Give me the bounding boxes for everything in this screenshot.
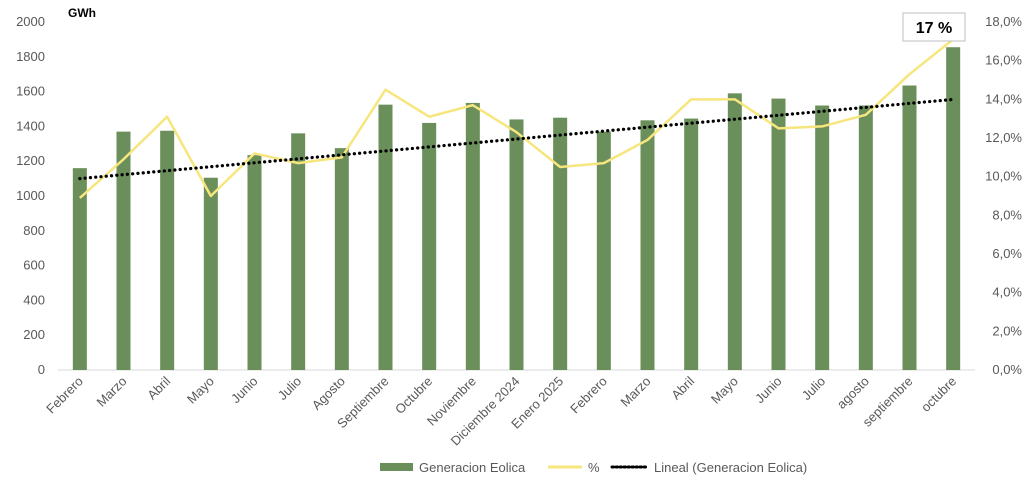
bar: [509, 119, 524, 370]
x-tick-label: Marzo: [93, 374, 129, 410]
x-tick-label: Abril: [668, 373, 697, 402]
bar: [378, 104, 393, 371]
y-left-tick-label: 600: [23, 258, 45, 273]
x-tick-label: Julio: [799, 374, 829, 404]
bar: [203, 177, 218, 370]
x-tick-label: Marzo: [617, 374, 653, 410]
bar: [247, 155, 262, 370]
legend-swatch-bar: [380, 463, 413, 471]
y-right-tick-label: 0,0%: [992, 362, 1022, 377]
bar: [684, 118, 699, 370]
plot-area: 0 200 400 600 800 1000 1200 1400 1600 1800 2000 0,0…: [16, 14, 1022, 449]
percent-series-line: [79, 38, 954, 199]
bar: [116, 131, 131, 370]
y-left-tick-label: 1600: [16, 84, 45, 99]
x-tick-label: Junio: [752, 374, 785, 407]
x-tick-label: Febrero: [567, 374, 610, 417]
x-tick-label: agosto: [834, 374, 872, 412]
x-tick-label: Octubre: [392, 374, 435, 417]
y-right-tick-label: 14,0%: [985, 91, 1022, 106]
bar: [72, 168, 87, 370]
x-tick-label: Agosto: [309, 374, 348, 413]
y-right-tick-label: 16,0%: [985, 53, 1022, 68]
bar: [815, 105, 830, 371]
y-right-tick-label: 18,0%: [985, 14, 1022, 29]
left-axis-unit: GWh: [68, 6, 96, 20]
x-tick-label: Mayo: [708, 374, 741, 407]
legend-label-trend: Lineal (Generacion Eolica): [654, 460, 807, 475]
y-right-tick-label: 12,0%: [985, 130, 1022, 145]
bar: [291, 133, 306, 370]
bar: [334, 148, 349, 370]
bar: [771, 98, 786, 370]
bar: [422, 122, 437, 370]
bar: [727, 93, 742, 370]
y-left-tick-label: 0: [38, 362, 45, 377]
bar: [902, 85, 917, 370]
bar: [553, 117, 568, 370]
x-tick-label: Junio: [228, 374, 261, 407]
x-tick-label: octubre: [918, 374, 959, 415]
bar: [858, 105, 873, 371]
y-right-tick-label: 8,0%: [992, 207, 1022, 222]
y-left-tick-label: 1000: [16, 188, 45, 203]
x-tick-label: Julio: [275, 374, 305, 404]
bar: [946, 47, 961, 370]
bar: [640, 120, 655, 370]
y-left-tick-label: 1400: [16, 118, 45, 133]
y-right-tick-label: 6,0%: [992, 246, 1022, 261]
y-left-tick-label: 400: [23, 292, 45, 307]
bar: [596, 131, 611, 370]
trendline: [78, 97, 955, 181]
y-left-tick-label: 1800: [16, 49, 45, 64]
y-left-tick-label: 1200: [16, 153, 45, 168]
legend: Generacion Eolica % Lineal (Generacion E…: [380, 460, 807, 475]
annotation-box: 17 %: [902, 12, 966, 42]
y-right-tick-label: 2,0%: [992, 323, 1022, 338]
legend-label-line: %: [588, 460, 600, 475]
y-left-tick-label: 200: [23, 327, 45, 342]
x-tick-label: Mayo: [184, 374, 217, 407]
x-tick-label: Abril: [144, 373, 173, 402]
bar: [465, 102, 480, 370]
y-left-tick-label: 800: [23, 223, 45, 238]
legend-label-bar: Generacion Eolica: [419, 460, 526, 475]
bar: [160, 130, 175, 370]
annotation-label: 17 %: [916, 20, 952, 37]
y-left-tick-label: 2000: [16, 14, 45, 29]
y-right-tick-label: 10,0%: [985, 169, 1022, 184]
x-tick-label: Febrero: [43, 374, 86, 417]
y-right-tick-label: 4,0%: [992, 285, 1022, 300]
